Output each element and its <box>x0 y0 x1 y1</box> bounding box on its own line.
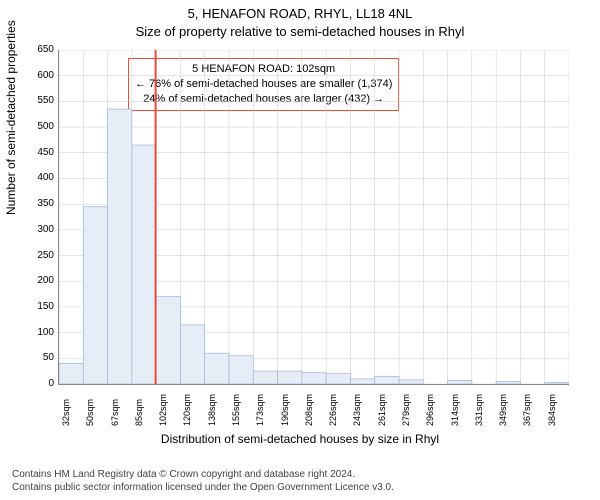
x-tick-label: 173sqm <box>255 394 265 426</box>
footer-line2: Contains public sector information licen… <box>12 481 394 494</box>
histogram-bar <box>229 356 253 384</box>
y-tick-label: 150 <box>14 301 54 312</box>
x-tick-label: 190sqm <box>280 394 290 426</box>
x-tick-label: 261sqm <box>377 394 387 426</box>
y-tick-label: 600 <box>14 70 54 81</box>
plot-area <box>58 50 569 385</box>
histogram-bar <box>108 109 132 384</box>
x-tick-label: 367sqm <box>522 394 532 426</box>
chart-title-address: 5, HENAFON ROAD, RHYL, LL18 4NL <box>0 6 600 21</box>
x-tick-label: 85sqm <box>134 399 144 426</box>
x-tick-label: 331sqm <box>474 394 484 426</box>
histogram-bar <box>253 371 277 384</box>
y-tick-label: 350 <box>14 198 54 209</box>
x-tick-label: 384sqm <box>547 394 557 426</box>
chart-title-subtitle: Size of property relative to semi-detach… <box>0 24 600 39</box>
histogram-bar <box>350 379 374 384</box>
y-tick-label: 50 <box>14 352 54 363</box>
y-tick-label: 450 <box>14 147 54 158</box>
histogram-bar <box>302 373 326 384</box>
histogram-bar <box>59 363 83 384</box>
histogram-bar <box>496 381 520 384</box>
histogram-bar <box>205 353 229 384</box>
y-tick-label: 550 <box>14 95 54 106</box>
y-tick-label: 650 <box>14 44 54 55</box>
x-tick-label: 50sqm <box>85 399 95 426</box>
chart-container: { "title_line1": "5, HENAFON ROAD, RHYL,… <box>0 0 600 500</box>
x-tick-label: 32sqm <box>61 399 71 426</box>
y-tick-label: 400 <box>14 172 54 183</box>
footer-attribution: Contains HM Land Registry data © Crown c… <box>12 468 394 494</box>
histogram-bar <box>545 382 569 384</box>
x-tick-label: 208sqm <box>304 394 314 426</box>
x-tick-label: 102sqm <box>158 394 168 426</box>
x-tick-label: 279sqm <box>401 394 411 426</box>
histogram-bar <box>326 374 350 384</box>
x-tick-label: 120sqm <box>182 394 192 426</box>
y-tick-label: 200 <box>14 275 54 286</box>
x-tick-label: 349sqm <box>498 394 508 426</box>
histogram-bar <box>448 380 472 384</box>
x-tick-label: 138sqm <box>207 394 217 426</box>
y-tick-label: 250 <box>14 250 54 261</box>
footer-line1: Contains HM Land Registry data © Crown c… <box>12 468 394 481</box>
x-tick-label: 314sqm <box>450 394 460 426</box>
y-tick-label: 100 <box>14 327 54 338</box>
histogram-bar <box>399 380 423 384</box>
y-tick-label: 0 <box>14 378 54 389</box>
histogram-bar <box>180 325 204 384</box>
x-tick-label: 243sqm <box>352 394 362 426</box>
histogram-bar <box>375 376 399 384</box>
histogram-bar <box>83 207 107 384</box>
x-axis-label: Distribution of semi-detached houses by … <box>0 432 600 446</box>
y-tick-label: 300 <box>14 224 54 235</box>
histogram-bar <box>278 371 302 384</box>
x-tick-label: 155sqm <box>231 394 241 426</box>
y-tick-label: 500 <box>14 121 54 132</box>
x-tick-label: 226sqm <box>328 394 338 426</box>
histogram-bar <box>156 297 180 384</box>
histogram-bar <box>132 145 156 384</box>
x-tick-label: 296sqm <box>425 394 435 426</box>
x-tick-label: 67sqm <box>110 399 120 426</box>
